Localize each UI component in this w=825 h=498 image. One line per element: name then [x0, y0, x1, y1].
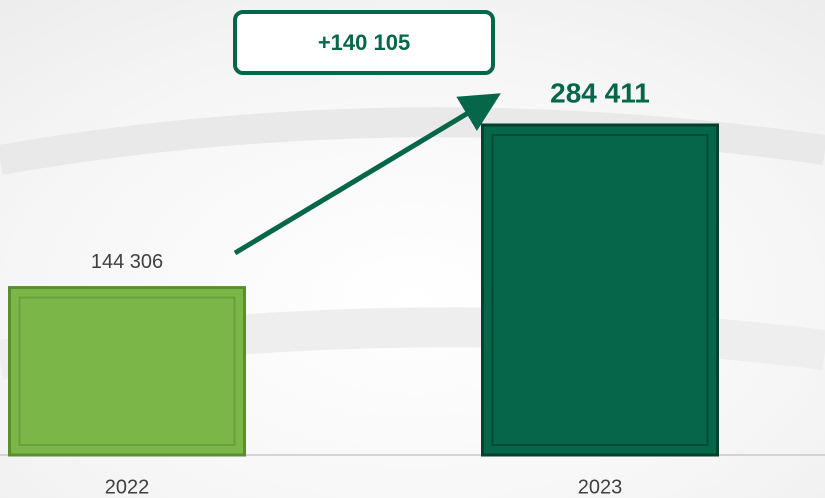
bar — [481, 123, 719, 457]
annotation: +140 105 — [318, 30, 410, 55]
bar-bevel — [491, 134, 709, 446]
annotation-box — [233, 10, 495, 75]
value-label: 144 306 — [91, 251, 163, 273]
bar-bevel — [18, 296, 236, 446]
value-label: 284 411 — [550, 77, 650, 108]
arrow — [233, 93, 501, 256]
x-tick-label: 2022 — [105, 476, 150, 498]
x-tick-label: 2023 — [578, 476, 623, 498]
bar — [8, 286, 246, 457]
